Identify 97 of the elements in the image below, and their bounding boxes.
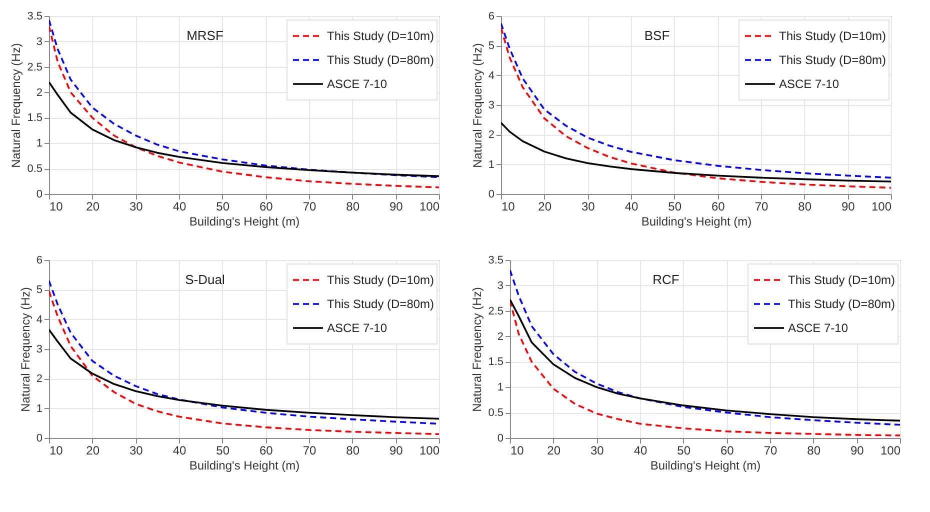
x-tick-label: 100 <box>419 200 440 214</box>
x-tick-label: 80 <box>807 444 821 458</box>
y-tick-label: 2 <box>497 330 504 343</box>
x-tick-label: 60 <box>711 200 726 214</box>
y-tick-label: 1 <box>488 158 494 171</box>
legend-label: This Study (D=80m) <box>327 53 434 67</box>
y-tick-label: 3 <box>36 344 42 356</box>
y-tick-label: 3 <box>488 100 494 112</box>
x-tick-label: 70 <box>764 444 778 458</box>
x-tick-label: 50 <box>216 200 230 214</box>
y-axis-title: Natural Frequency (Hz) <box>470 287 484 412</box>
x-tick-label: 50 <box>677 444 691 458</box>
y-tick-label: 6 <box>488 10 494 22</box>
y-tick-label: 1.5 <box>27 112 42 124</box>
x-tick-label: 60 <box>720 444 734 458</box>
x-tick-label: 100 <box>871 200 892 214</box>
x-axis-title: Building's Height (m) <box>189 214 300 228</box>
y-tick-label: 3.5 <box>27 10 42 22</box>
y-tick-label: 1.5 <box>488 356 504 368</box>
y-axis-title: Natural Frequency (Hz) <box>9 43 24 168</box>
legend-label: ASCE 7-10 <box>779 77 840 91</box>
y-tick-label: 4 <box>488 70 494 82</box>
y-tick-label: 5 <box>36 284 42 296</box>
x-tick-label: 40 <box>172 444 186 458</box>
x-tick-label: 20 <box>86 444 100 458</box>
x-axis-title: Building's Height (m) <box>650 458 761 472</box>
line-series <box>49 81 439 178</box>
x-tick-label: 90 <box>389 200 404 214</box>
x-tick-label: 70 <box>302 200 316 214</box>
y-tick-label: 6 <box>36 254 42 266</box>
x-tick-label: 80 <box>798 200 812 214</box>
text: MRSF <box>186 28 224 43</box>
y-tick-label: 0.5 <box>488 407 504 420</box>
x-tick-label: 40 <box>624 200 638 214</box>
x-tick-label: 10 <box>510 444 524 458</box>
y-tick-label: 3 <box>36 36 42 48</box>
x-tick-label: 50 <box>668 200 682 214</box>
legend-label: ASCE 7-10 <box>327 321 388 335</box>
y-tick-label: 0 <box>488 188 494 200</box>
legend-label: This Study (D=10m) <box>327 29 434 43</box>
y-axis-title: Natural Frequency (Hz) <box>470 43 484 168</box>
y-tick-label: 0 <box>36 188 42 200</box>
legend-label: This Study (D=10m) <box>779 29 886 43</box>
x-tick-label: 70 <box>754 200 768 214</box>
x-tick-label: 100 <box>880 444 901 458</box>
y-tick-label: 3.5 <box>488 254 504 266</box>
x-tick-label: 10 <box>50 200 64 214</box>
y-tick-label: 1 <box>36 402 42 415</box>
y-tick-label: 0.5 <box>27 163 42 176</box>
legend-label: This Study (D=80m) <box>327 297 434 311</box>
y-tick-label: 2.5 <box>488 305 504 318</box>
legend-label: This Study (D=10m) <box>788 273 896 287</box>
y-tick-label: 2.5 <box>27 61 42 74</box>
x-tick-label: 90 <box>389 444 404 458</box>
y-tick-label: 0 <box>497 432 504 444</box>
legend-label: This Study (D=80m) <box>788 297 896 311</box>
x-axis-title: Building's Height (m) <box>189 458 300 472</box>
x-tick-label: 30 <box>129 200 144 214</box>
x-tick-label: 10 <box>50 444 64 458</box>
line-series <box>501 122 891 182</box>
y-tick-label: 1 <box>36 138 42 150</box>
x-axis-title: Building's Height (m) <box>641 214 752 228</box>
x-tick-label: 100 <box>419 444 440 458</box>
y-tick-label: 1 <box>497 382 504 394</box>
text: RCF <box>652 272 680 287</box>
text: S-Dual <box>185 272 225 287</box>
y-tick-label: 2 <box>36 373 42 386</box>
y-tick-label: 2 <box>36 86 42 99</box>
y-tick-label: 3 <box>497 280 504 292</box>
x-tick-label: 50 <box>216 444 230 458</box>
legend-label: ASCE 7-10 <box>327 77 388 91</box>
legend-label: ASCE 7-10 <box>788 321 848 335</box>
x-tick-label: 20 <box>538 200 552 214</box>
y-axis-title: Natural Frequency (Hz) <box>18 287 32 412</box>
x-tick-label: 80 <box>346 444 360 458</box>
x-tick-label: 30 <box>129 444 144 458</box>
x-tick-label: 80 <box>346 200 360 214</box>
line-series <box>510 269 900 426</box>
x-tick-label: 30 <box>590 444 604 458</box>
x-tick-label: 90 <box>850 444 864 458</box>
x-tick-label: 30 <box>581 200 596 214</box>
y-tick-label: 4 <box>36 314 42 326</box>
y-tick-label: 5 <box>488 40 494 52</box>
x-tick-label: 40 <box>172 200 186 214</box>
x-tick-label: 70 <box>302 444 316 458</box>
x-tick-label: 90 <box>841 200 856 214</box>
text: BSF <box>644 28 670 43</box>
x-tick-label: 60 <box>259 444 274 458</box>
x-tick-label: 60 <box>259 200 274 214</box>
x-tick-label: 20 <box>547 444 561 458</box>
x-tick-label: 20 <box>86 200 100 214</box>
legend-label: This Study (D=80m) <box>779 53 886 67</box>
x-tick-label: 40 <box>634 444 648 458</box>
y-tick-label: 2 <box>488 129 494 142</box>
legend-label: This Study (D=10m) <box>327 273 434 287</box>
x-tick-label: 10 <box>502 200 516 214</box>
y-tick-label: 0 <box>36 432 42 444</box>
